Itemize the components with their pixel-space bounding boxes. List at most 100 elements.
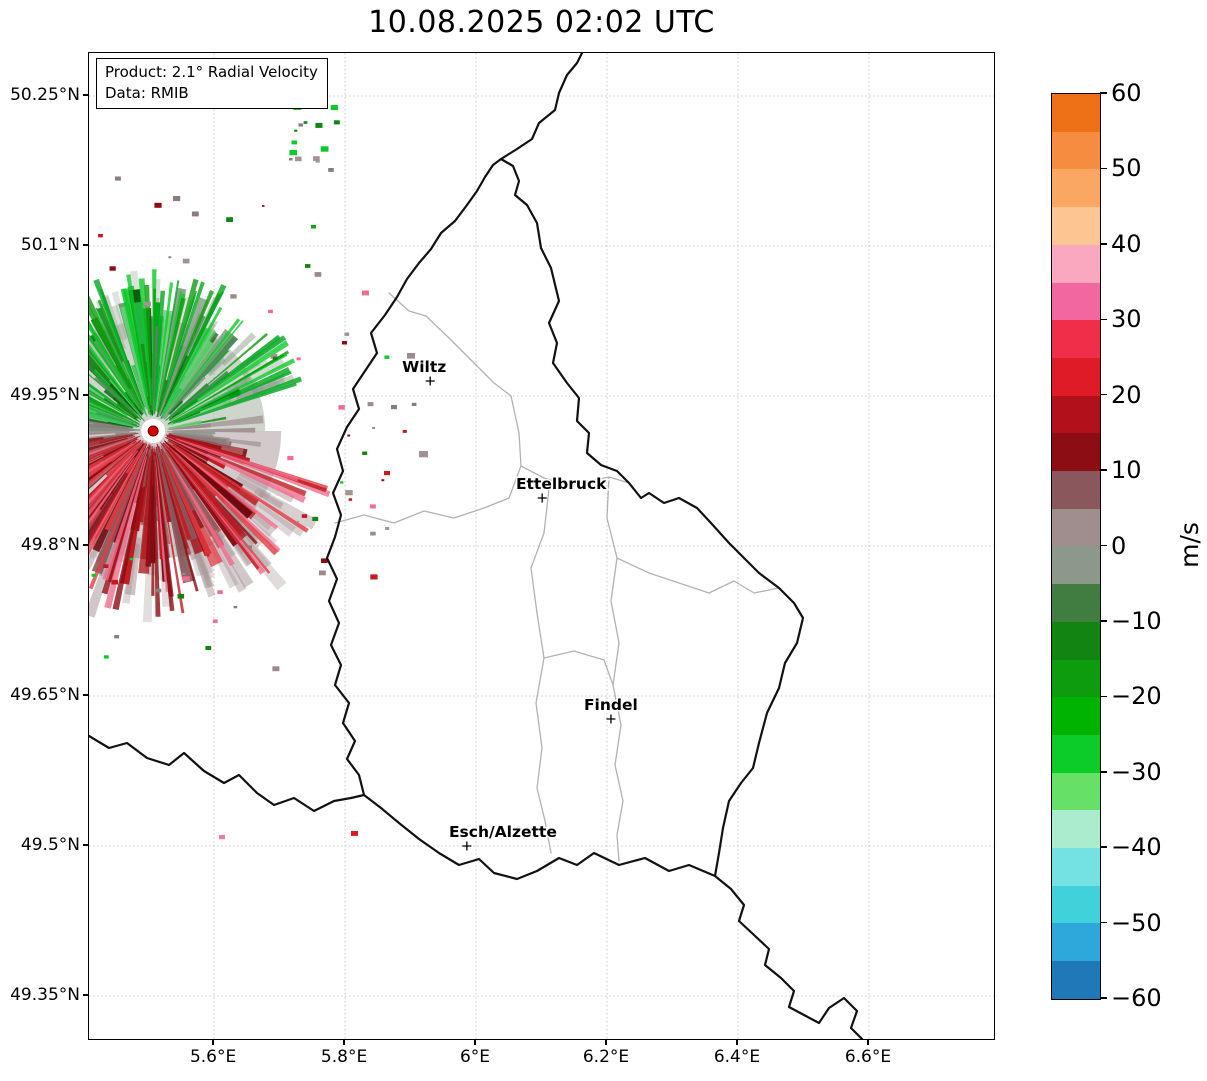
x-tick-mark xyxy=(212,1040,214,1045)
radar-echo-speckle xyxy=(168,256,172,259)
radar-echo-speckle xyxy=(372,426,376,429)
radar-velocity-wedge xyxy=(175,451,281,553)
radar-echo-speckle xyxy=(115,176,121,181)
country-border-luxembourg xyxy=(325,157,805,881)
radar-velocity-wedge xyxy=(159,281,205,412)
radar-velocity-wedge xyxy=(89,418,134,428)
colorbar-band xyxy=(1052,961,1100,999)
radar-echo-speckle xyxy=(272,666,280,672)
colorbar-tick-label: −50 xyxy=(1111,908,1162,937)
radar-echo-speckle xyxy=(384,355,390,359)
district-border xyxy=(606,476,624,862)
radar-velocity-wedge xyxy=(89,403,134,424)
radar-velocity-wedge xyxy=(104,451,145,533)
city-marker xyxy=(537,493,547,503)
radar-velocity-wedge xyxy=(151,450,155,596)
colorbar-band xyxy=(1052,357,1100,396)
radar-echo-speckle xyxy=(340,481,344,484)
radar-echo-speckle xyxy=(191,211,199,217)
radar-echo-speckle xyxy=(111,579,118,585)
radar-echo-speckle xyxy=(370,574,378,580)
district-border xyxy=(334,465,522,524)
radar-velocity-wedge xyxy=(172,358,296,422)
radar-velocity-wedge xyxy=(90,427,134,432)
radar-velocity-wedge xyxy=(158,445,198,541)
district-border xyxy=(520,465,630,486)
radar-echo-speckle xyxy=(212,619,218,623)
radar-velocity-wedge xyxy=(175,448,279,530)
colorbar-tick-label: −20 xyxy=(1111,682,1162,711)
radar-velocity-wedge xyxy=(126,274,149,397)
radar-velocity-wedge xyxy=(227,509,266,548)
radar-velocity-wedge xyxy=(235,475,271,500)
radar-velocity-wedge xyxy=(89,295,144,411)
radar-velocity-wedge xyxy=(190,552,205,577)
y-tick-mark xyxy=(83,94,88,96)
radar-echo-speckle xyxy=(313,156,320,161)
radar-velocity-wedge xyxy=(123,391,143,416)
radar-echo-speckle xyxy=(103,564,109,568)
colorbar-tick-mark xyxy=(1100,771,1107,773)
radar-velocity-wedge xyxy=(176,436,222,450)
radar-velocity-wedge xyxy=(89,400,124,418)
colorbar xyxy=(1051,93,1101,1000)
radar-velocity-wedge xyxy=(105,440,144,478)
colorbar-band xyxy=(1052,169,1100,208)
radar-echo-speckle xyxy=(268,309,273,314)
radar-velocity-wedge xyxy=(161,462,199,592)
radar-echo-speckle xyxy=(312,516,319,521)
radar-velocity-wedge xyxy=(168,437,306,503)
y-tick-mark xyxy=(83,844,88,846)
y-tick-mark xyxy=(83,394,88,396)
radar-velocity-wedge xyxy=(89,432,139,444)
x-tick-mark xyxy=(605,1040,607,1045)
radar-echo-speckle xyxy=(314,272,322,277)
radar-echo-speckle xyxy=(298,123,304,127)
radar-velocity-wedge xyxy=(169,402,184,416)
colorbar-band xyxy=(1052,546,1100,585)
colorbar-tick-label: 0 xyxy=(1111,531,1127,560)
radar-echo-speckle xyxy=(98,234,103,238)
radar-velocity-wedge xyxy=(173,444,309,533)
radar-velocity-wedge xyxy=(169,383,211,419)
x-tick-label: 6°E xyxy=(459,1047,491,1067)
radar-velocity-wedge xyxy=(170,353,285,422)
radar-velocity-wedge xyxy=(120,305,150,411)
radar-echo-speckle xyxy=(205,646,212,650)
radar-velocity-wedge xyxy=(89,343,143,417)
radar-echo-speckle xyxy=(104,655,109,659)
radar-echo-speckle xyxy=(155,588,162,593)
radar-echo-speckle xyxy=(182,258,190,264)
radar-velocity-wedge xyxy=(221,501,259,540)
radar-echo-speckle xyxy=(321,558,328,563)
radar-velocity-wedge xyxy=(111,304,128,341)
radar-echo-speckle xyxy=(288,158,293,161)
radar-echo-speckle xyxy=(301,514,308,518)
city-label: Esch/Alzette xyxy=(449,823,557,841)
radar-velocity-wedge xyxy=(89,410,137,427)
radar-echo-speckle xyxy=(384,471,390,476)
radar-velocity-wedge xyxy=(211,538,247,593)
radar-velocity-wedge xyxy=(172,332,268,415)
district-border xyxy=(543,650,614,686)
radar-velocity-wedge xyxy=(153,288,157,400)
colorbar-band xyxy=(1052,772,1100,811)
radar-velocity-wedge xyxy=(103,432,140,439)
radar-velocity-wedge xyxy=(89,443,127,464)
radar-velocity-wedge xyxy=(159,291,182,398)
x-tick-mark xyxy=(736,1040,738,1045)
colorbar-tick-mark xyxy=(1100,997,1107,999)
radar-echo-speckle xyxy=(411,402,417,406)
city-marker xyxy=(425,376,435,386)
radar-echo-speckle xyxy=(315,159,320,163)
radar-echo-speckle xyxy=(402,430,407,433)
radar-velocity-wedge xyxy=(158,278,199,413)
radar-site-marker xyxy=(147,425,159,437)
x-tick-mark xyxy=(867,1040,869,1045)
radar-echo-speckle xyxy=(291,140,298,145)
radar-echo-speckle xyxy=(296,521,299,524)
radar-velocity-wedge xyxy=(89,455,144,590)
radar-velocity-wedge xyxy=(155,282,174,413)
radar-echo-speckles xyxy=(91,104,428,840)
